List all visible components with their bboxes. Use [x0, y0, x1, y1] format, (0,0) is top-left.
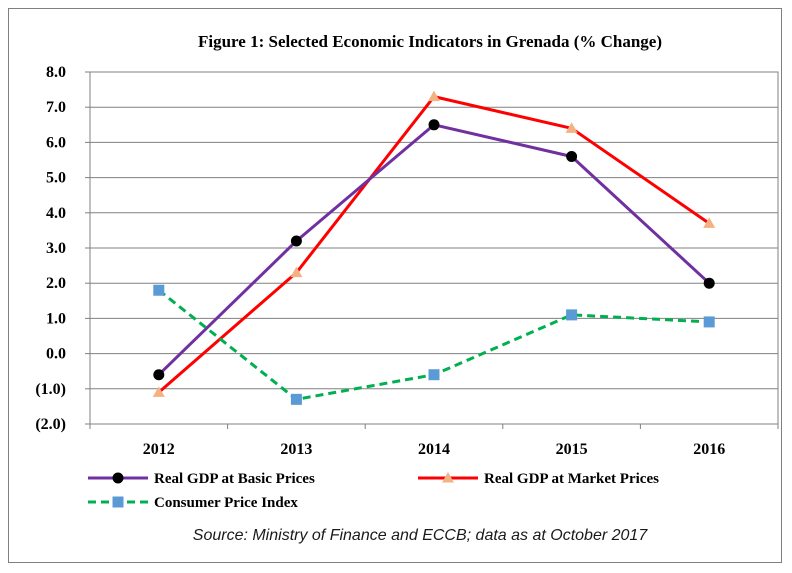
x-tick-label: 2012 [143, 441, 175, 458]
y-tick-label: 3.0 [46, 240, 66, 257]
data-point [153, 284, 165, 296]
y-tick-label: 8.0 [46, 64, 66, 81]
data-point [290, 393, 302, 405]
y-tick-label: 1.0 [46, 310, 66, 327]
series-line [157, 95, 711, 394]
legend: Real GDP at Basic Prices Real GDP at Mark… [88, 471, 659, 511]
data-point [566, 150, 578, 162]
series-line [157, 123, 711, 376]
y-tick-label: 2.0 [46, 275, 66, 292]
data-point [290, 235, 302, 247]
x-tick-label: 2014 [418, 441, 450, 458]
y-tick-label: 0.0 [46, 346, 66, 363]
legend-swatch-marker [442, 472, 454, 483]
x-tick-label: 2013 [280, 441, 312, 458]
data-point [565, 122, 578, 133]
data-point [152, 386, 165, 397]
data-point [428, 90, 440, 102]
y-axis-ticks: 8.0 7.0 6.0 5.0 4.0 3.0 2.0 1.0 0.0 (1.0) (2.0) [35, 64, 90, 433]
data-point [428, 119, 440, 131]
source-note: Source: Ministry of Finance and ECCB; da… [193, 527, 649, 544]
chart-title: Figure 1: Selected Economic Indicators i… [198, 32, 662, 51]
legend-label: Consumer Price Index [154, 495, 298, 511]
legend-label: Real GDP at Market Prices [484, 471, 659, 487]
data-point [703, 277, 715, 289]
y-tick-label: 5.0 [46, 170, 66, 187]
data-point [428, 369, 440, 381]
y-tick-label: 7.0 [46, 99, 66, 116]
data-point [290, 266, 303, 278]
y-tick-label: (1.0) [35, 381, 66, 398]
y-tick-label: (2.0) [35, 416, 66, 433]
legend-swatch-marker [112, 472, 124, 484]
x-axis-ticks: 2012 2013 2014 2015 2016 [89, 424, 779, 458]
y-tick-label: 6.0 [46, 134, 66, 151]
legend-swatch-marker [112, 496, 124, 508]
x-tick-label: 2016 [693, 441, 725, 458]
series-group [152, 90, 716, 405]
data-point [153, 369, 165, 381]
data-point [703, 217, 716, 228]
data-point [566, 309, 578, 321]
data-point [703, 316, 715, 328]
y-tick-label: 4.0 [46, 205, 66, 222]
chart-frame [8, 8, 782, 563]
legend-label: Real GDP at Basic Prices [154, 471, 315, 487]
series-line [157, 289, 710, 401]
x-tick-label: 2015 [556, 441, 588, 458]
